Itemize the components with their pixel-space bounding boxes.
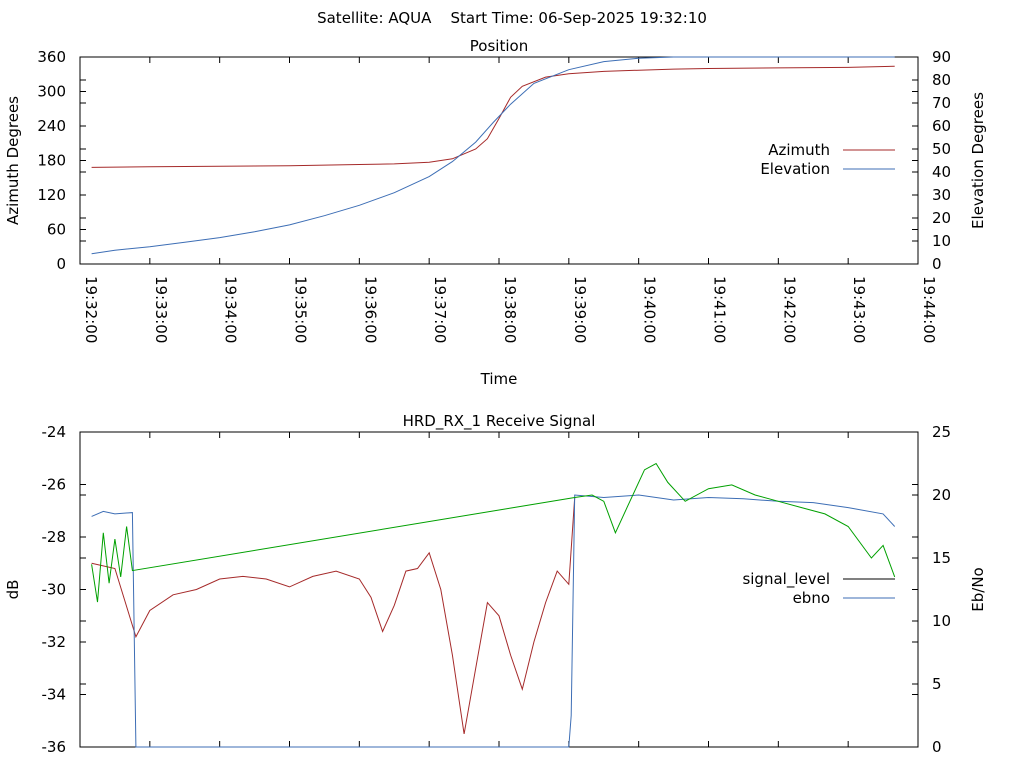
chart-title: HRD_RX_1 Receive Signal [403, 412, 596, 431]
x-tick-label: 19:37:00 [431, 276, 449, 343]
x-tick-label: 19:44:00 [920, 276, 938, 343]
y2-axis-label: Elevation Degrees [969, 92, 987, 229]
y-tick-label: -30 [42, 581, 67, 599]
y2-tick-label: 15 [932, 549, 951, 567]
x-tick-label: 19:42:00 [780, 276, 798, 343]
x-tick-label: 19:33:00 [152, 276, 170, 343]
x-axis-label: Time [480, 370, 518, 388]
y2-tick-label: 20 [932, 209, 951, 227]
series-line-Elevation [91, 56, 895, 255]
legend-label: ebno [793, 589, 830, 607]
y2-tick-label: 0 [932, 738, 942, 756]
position-chart: Position 0 60 120 180 240 300 360 0 10 20 30 40 50 60 7… [4, 37, 987, 388]
y-tick-label: 120 [37, 186, 66, 204]
y2-axis-label: Eb/No [969, 567, 987, 611]
series-line-series-2 [91, 462, 896, 603]
x-tick-label: 19:32:00 [82, 276, 100, 343]
y-tick-label: -32 [42, 633, 67, 651]
legend-label: Azimuth [768, 141, 830, 159]
y2-tick-label: 25 [932, 423, 951, 441]
y-tick-label: -24 [42, 423, 67, 441]
legend-label: signal_level [742, 570, 830, 589]
legend-label: Elevation [760, 160, 830, 178]
figure-title: Satellite: AQUA Start Time: 06-Sep-2025 … [317, 9, 707, 27]
y-axis-label: Azimuth Degrees [4, 96, 22, 225]
x-tick-label: 19:35:00 [292, 276, 310, 343]
y2-tick-label: 5 [932, 675, 942, 693]
y-tick-label: 300 [37, 83, 66, 101]
chart-title: Position [470, 37, 528, 55]
y-tick-label: 360 [37, 48, 66, 66]
y2-tick-label: 10 [932, 232, 951, 250]
x-tick-label: 19:38:00 [501, 276, 519, 343]
y2-tick-label: 0 [932, 255, 942, 273]
y-tick-label: 0 [56, 255, 66, 273]
x-tick-label: 19:43:00 [850, 276, 868, 343]
y2-tick-label: 60 [932, 117, 951, 135]
y-tick-label: 240 [37, 117, 66, 135]
y-tick-label: -26 [42, 476, 67, 494]
x-tick-label: 19:41:00 [711, 276, 729, 343]
y2-tick-label: 20 [932, 486, 951, 504]
y-tick-label: -36 [42, 738, 67, 756]
x-tick-label: 19:34:00 [222, 276, 240, 343]
y-tick-label: -28 [42, 528, 67, 546]
y2-tick-label: 40 [932, 163, 951, 181]
y2-tick-label: 30 [932, 186, 951, 204]
y2-tick-label: 90 [932, 48, 951, 66]
y-axis-label: dB [4, 580, 22, 600]
x-tick-label: 19:40:00 [641, 276, 659, 343]
series-line-signal_level [91, 497, 576, 734]
y-tick-label: -34 [42, 686, 67, 704]
x-tick-label: 19:36:00 [361, 276, 379, 343]
y-tick-label: 60 [47, 221, 66, 239]
series-line-ebno [91, 494, 896, 748]
y2-tick-label: 10 [932, 612, 951, 630]
y2-tick-label: 50 [932, 140, 951, 158]
y2-tick-label: 70 [932, 94, 951, 112]
y2-tick-label: 80 [932, 71, 951, 89]
y-tick-label: 180 [37, 152, 66, 170]
x-tick-label: 19:39:00 [571, 276, 589, 343]
receive-signal-chart: HRD_RX_1 Receive Signal -36 -34 -32 -30 -28 -2… [4, 412, 987, 756]
series-line-Azimuth [91, 65, 895, 168]
